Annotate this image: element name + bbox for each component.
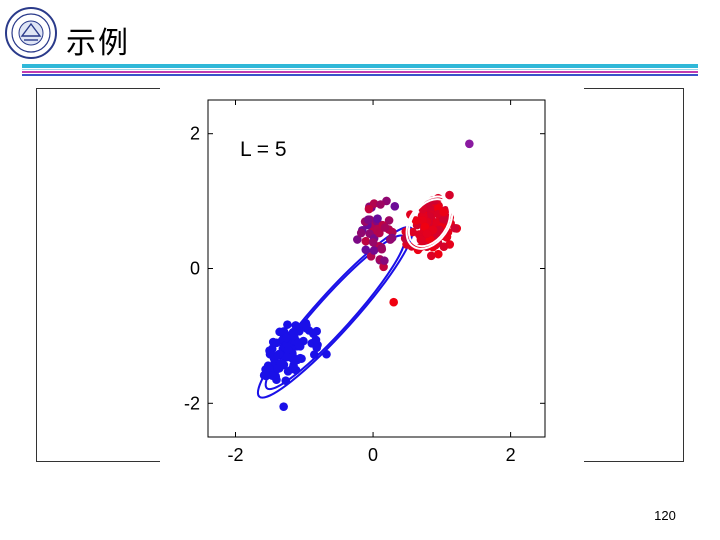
y-tick-label: 2	[190, 124, 200, 144]
data-point	[433, 249, 443, 259]
data-point	[282, 333, 291, 343]
x-tick-label: 2	[506, 445, 516, 465]
data-point	[385, 235, 395, 244]
data-point	[376, 200, 385, 209]
data-point	[411, 216, 421, 225]
data-point	[288, 327, 298, 337]
y-tick-label: 0	[190, 259, 200, 279]
university-seal-icon	[5, 7, 57, 59]
data-point	[291, 365, 301, 375]
cluster-ellipse	[256, 225, 414, 399]
x-tick-label: -2	[228, 445, 244, 465]
data-point	[380, 256, 389, 265]
data-point	[312, 343, 322, 353]
chart-annotation: L = 5	[240, 138, 287, 161]
cluster-ellipse	[405, 195, 454, 250]
data-point	[416, 235, 426, 245]
data-point	[369, 199, 379, 208]
data-point	[384, 216, 394, 225]
data-point	[302, 321, 311, 330]
data-point	[422, 229, 432, 238]
divider-cyan	[22, 64, 698, 68]
data-point	[273, 364, 282, 374]
data-point	[379, 262, 388, 272]
data-point	[364, 204, 374, 214]
x-tick-label: 0	[368, 445, 378, 465]
data-point	[297, 354, 306, 363]
data-point	[291, 321, 300, 330]
data-point	[465, 139, 474, 149]
data-point	[279, 402, 288, 411]
axis-ticks: -2 0 2 -2 0 2	[184, 100, 545, 465]
data-point	[356, 228, 366, 238]
data-point	[361, 245, 371, 255]
data-point	[283, 366, 293, 376]
data-point	[283, 320, 292, 329]
data-point	[272, 375, 281, 385]
data-point	[420, 222, 430, 232]
cluster-ellipse	[407, 198, 452, 248]
cluster-contours	[405, 195, 454, 250]
data-point	[380, 223, 390, 232]
data-point	[312, 326, 321, 336]
data-point	[427, 251, 436, 261]
data-point	[445, 190, 454, 200]
data-point	[373, 214, 382, 223]
data-point	[390, 202, 400, 211]
title-divider	[22, 64, 698, 78]
data-point	[439, 207, 449, 217]
data-point	[368, 238, 378, 247]
data-point	[282, 352, 292, 362]
data-point	[322, 349, 331, 359]
data-point	[418, 216, 428, 225]
data-point	[310, 350, 319, 359]
divider-blue	[22, 74, 698, 76]
data-points	[259, 139, 474, 411]
data-point	[435, 225, 444, 234]
y-tick-label: -2	[184, 393, 200, 413]
data-point	[375, 228, 384, 238]
divider-magenta	[22, 71, 698, 73]
data-point	[361, 236, 371, 246]
slide-title: 示例	[66, 26, 130, 61]
data-point	[294, 338, 303, 348]
data-point	[283, 345, 293, 355]
data-point	[389, 297, 398, 307]
data-point	[289, 356, 299, 365]
data-point	[268, 337, 278, 347]
data-point	[439, 214, 449, 224]
plot-background	[160, 88, 584, 466]
data-point	[377, 244, 387, 254]
divider-cyan-thin	[22, 69, 698, 70]
data-point	[450, 223, 460, 233]
page-number: 120	[654, 508, 676, 523]
data-point	[274, 349, 284, 359]
data-point	[353, 235, 362, 244]
data-point	[369, 246, 379, 255]
data-point	[408, 227, 417, 237]
data-point	[363, 215, 373, 224]
data-point	[261, 371, 271, 381]
data-point	[281, 376, 291, 385]
scatter-plot: -2 0 2 -2 0 2 L = 5	[160, 88, 584, 466]
